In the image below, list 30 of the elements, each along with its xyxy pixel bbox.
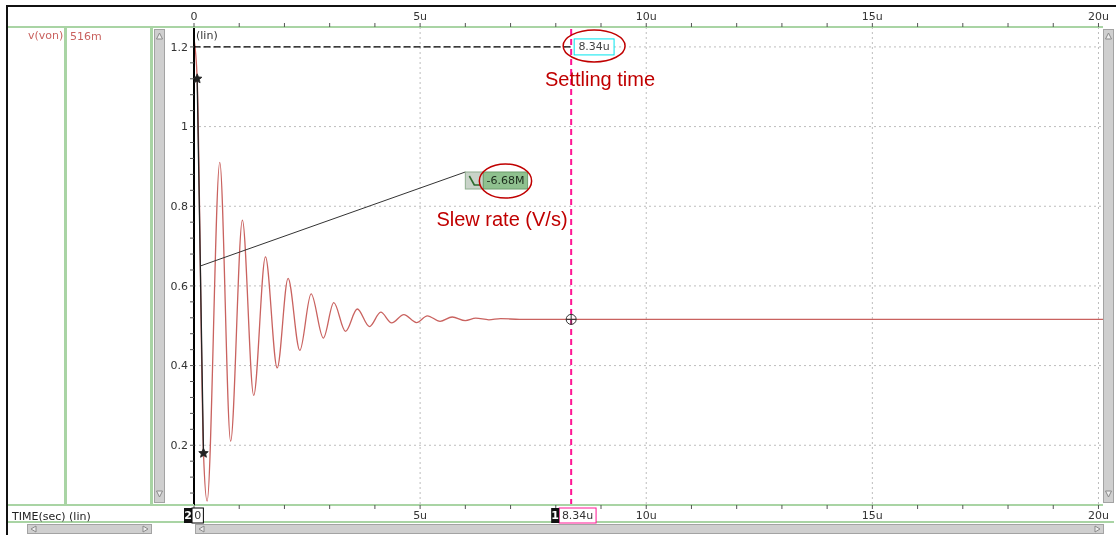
x2-tick-label: 5u — [413, 9, 428, 23]
x2-tick-label: 20u — [1087, 9, 1109, 23]
y-tick-label: 1 — [181, 120, 188, 134]
point — [194, 73, 203, 84]
y-tick-label: 0.8 — [170, 200, 188, 214]
text: v(von) — [28, 29, 64, 43]
ref-line-label: 8.34u — [561, 509, 594, 522]
y-tick-label: 0.6 — [170, 279, 188, 293]
y-tick-label: 1.2 — [170, 40, 188, 54]
text: TIME(sec) (lin) — [11, 509, 91, 523]
text: 1 — [551, 509, 559, 522]
y-tick-label: 0.2 — [170, 439, 188, 453]
annotation: (lin) — [196, 28, 218, 42]
x-tick-label: 10u — [635, 508, 657, 522]
x2-tick-label: 15u — [861, 9, 883, 23]
text: 516m — [70, 29, 102, 43]
ref-line-label: 0 — [194, 509, 202, 522]
point — [198, 447, 209, 458]
x-tick-label: 20u — [1087, 508, 1109, 522]
annotation: Slew rate (V/s) — [436, 208, 568, 230]
x-tick-label: 15u — [861, 508, 883, 522]
y-tick-label: 0.4 — [170, 359, 188, 373]
x2-tick-label: 0 — [190, 9, 198, 23]
annotation: -6.68M — [486, 174, 525, 187]
annotation: 8.34u — [578, 40, 610, 54]
x-tick-label: 5u — [413, 508, 428, 522]
x2-tick-label: 10u — [635, 9, 657, 23]
annotation: Settling time — [544, 68, 656, 90]
point — [565, 313, 577, 325]
text: 2 — [184, 509, 192, 522]
